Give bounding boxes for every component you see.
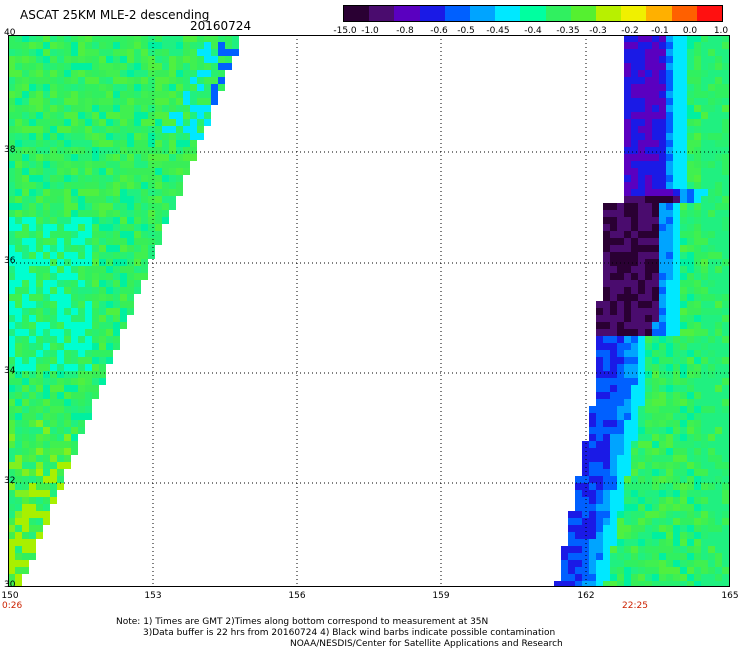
colorbar-tick-label: -0.5 <box>457 26 475 36</box>
colorbar-tick-label: -0.45 <box>486 26 510 36</box>
colorbar-swatch <box>545 6 571 21</box>
colorbar <box>343 5 723 22</box>
colorbar-swatch <box>419 6 445 21</box>
colorbar-swatch <box>621 6 647 21</box>
colorbar-swatch <box>646 6 672 21</box>
colorbar-swatch <box>696 6 723 21</box>
colorbar-swatch <box>520 6 546 21</box>
lon-label-165: 165 <box>721 591 739 601</box>
lon-label-150: 150 <box>1 591 19 601</box>
note-line-2: 3)Data buffer is 22 hrs from 20160724 4)… <box>143 628 556 638</box>
lon-label-153: 153 <box>144 591 162 601</box>
colorbar-swatch <box>596 6 622 21</box>
lat-label-34: 34 <box>4 366 16 376</box>
colorbar-tick-label: -0.3 <box>589 26 607 36</box>
note-line-3: NOAA/NESDIS/Center for Satellite Applica… <box>290 639 563 649</box>
colorbar-swatch <box>495 6 521 21</box>
colorbar-tick-label: 0.0 <box>682 26 698 36</box>
time-right: 22:25 <box>622 601 648 611</box>
data-cells <box>8 35 730 587</box>
colorbar-tick-label: 1.0 <box>713 26 729 36</box>
colorbar-swatch <box>444 6 471 21</box>
lat-label-36: 36 <box>4 256 16 266</box>
colorbar-tick-label: -1.0 <box>361 26 379 36</box>
lat-label-40: 40 <box>4 28 16 38</box>
time-left: 0:26 <box>2 601 23 611</box>
colorbar-swatch <box>394 6 420 21</box>
lon-label-159: 159 <box>432 591 450 601</box>
colorbar-swatch <box>470 6 496 21</box>
colorbar-swatch <box>344 6 370 21</box>
colorbar-swatch <box>671 6 697 21</box>
lon-label-156: 156 <box>288 591 306 601</box>
colorbar-tick-label: -0.1 <box>651 26 669 36</box>
colorbar-tick-label: -15.0 <box>333 26 357 36</box>
note-line-1: Note: 1) Times are GMT 2)Times along bot… <box>116 617 489 627</box>
map-title: ASCAT 25KM MLE-2 descending <box>20 8 210 22</box>
lon-label-162: 162 <box>577 591 595 601</box>
colorbar-tick-label: -0.8 <box>396 26 414 36</box>
colorbar-tick-label: -0.4 <box>524 26 542 36</box>
lat-label-30: 30 <box>4 580 16 590</box>
graticule <box>8 35 730 587</box>
map-frame <box>8 35 730 587</box>
colorbar-swatch <box>369 6 395 21</box>
lat-label-38: 38 <box>4 145 16 155</box>
colorbar-tick-label: -0.2 <box>621 26 639 36</box>
colorbar-tick-label: -0.35 <box>556 26 580 36</box>
colorbar-tick-label: -0.6 <box>430 26 448 36</box>
lat-label-32: 32 <box>4 476 16 486</box>
map-date: 20160724 <box>190 19 252 33</box>
colorbar-swatch <box>570 6 597 21</box>
colorbar-labels: -15.0 -1.0 -0.8 -0.6 -0.5 -0.45 -0.4 -0.35 -0.3 -… <box>330 26 735 38</box>
swath-map <box>8 35 730 587</box>
